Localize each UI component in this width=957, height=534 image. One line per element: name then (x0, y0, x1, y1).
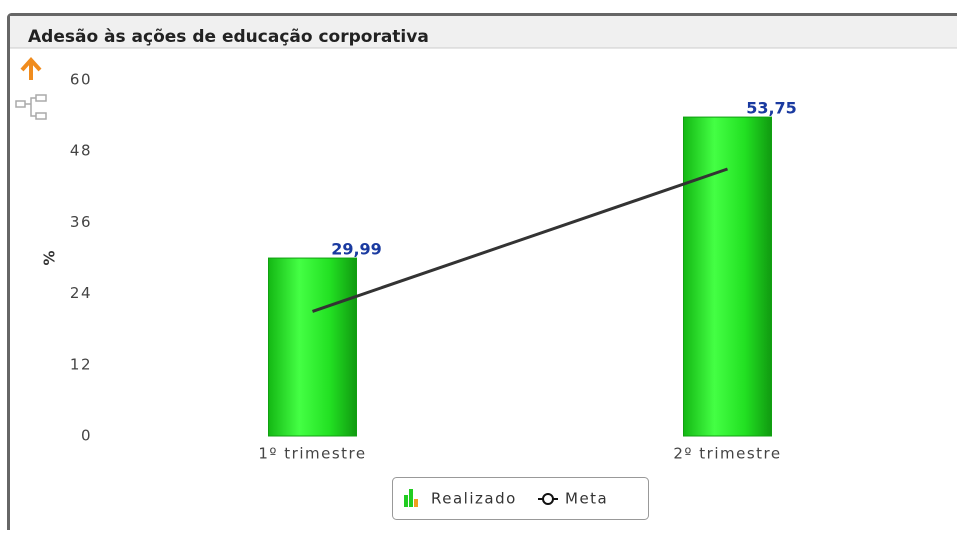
bar (684, 117, 772, 436)
y-tick-label: 12 (70, 355, 92, 373)
y-tick-label: 0 (81, 427, 92, 445)
y-tick-label: 60 (70, 71, 92, 89)
y-tick-label: 48 (70, 142, 92, 160)
y-axis-label: % (41, 250, 59, 265)
legend-label: Realizado (431, 490, 517, 508)
chart-title: Adesão às ações de educação corporativa (28, 27, 429, 47)
value-label: 29,99 (331, 240, 382, 259)
y-tick-label: 36 (70, 213, 92, 231)
legend-label: Meta (565, 490, 608, 508)
panel (9, 15, 957, 531)
x-tick-label: 2º trimestre (673, 445, 781, 463)
y-tick-label: 24 (70, 284, 92, 302)
value-label: 53,75 (746, 99, 797, 118)
bar (269, 258, 357, 436)
x-tick-label: 1º trimestre (258, 445, 366, 463)
